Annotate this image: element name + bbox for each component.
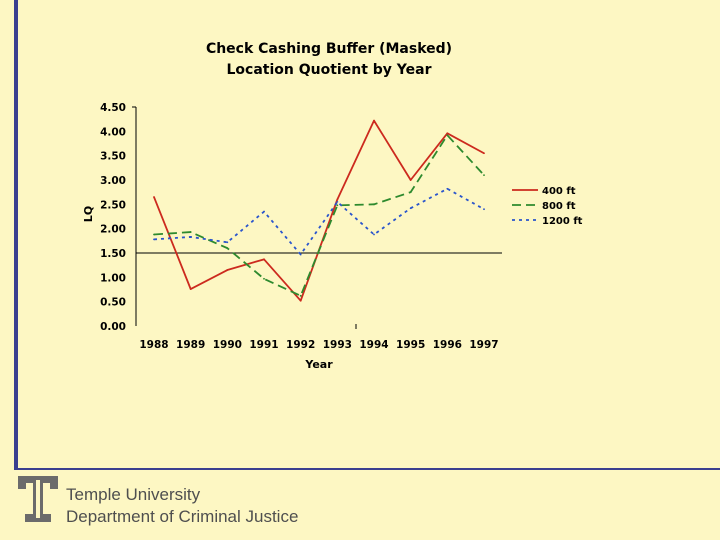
data-point [299,294,302,297]
data-point [189,288,192,290]
x-tick-label: 1996 [433,339,462,351]
y-tick-label: 2.00 [100,224,126,236]
x-tick-label: 1989 [176,339,205,351]
y-axis-title: LQ [82,206,95,222]
x-tick-label: 1988 [139,339,168,351]
data-point [409,207,412,210]
data-point [299,299,302,302]
x-tick-label: 1990 [213,339,242,351]
series-line-800-ft [153,134,485,297]
chart-title-line-1: Check Cashing Buffer (Masked) [206,41,452,57]
university-name: Temple University [66,485,201,504]
x-tick-label: 1994 [359,339,388,351]
legend-label: 800 ft [542,201,576,212]
data-point [336,201,339,203]
data-point [336,198,339,201]
x-tick-label: 1997 [469,339,498,351]
data-point [263,277,265,280]
data-point [483,152,485,155]
data-point [336,204,339,207]
data-point [226,241,229,244]
x-tick-label: 1991 [249,339,278,351]
data-point [446,134,449,137]
data-point [373,233,375,236]
legend-label: 400 ft [542,186,576,197]
data-point [153,238,155,241]
department-name: Department of Criminal Justice [66,507,299,526]
data-point [226,269,229,271]
chart-series [153,119,485,302]
y-tick-label: 2.50 [100,199,126,211]
series-line-400-ft [153,119,485,302]
footer-divider [14,468,720,470]
data-point [189,236,192,238]
data-point [263,258,265,261]
y-tick-label: 3.00 [100,175,126,187]
data-point [483,208,485,211]
y-tick-label: 3.50 [100,151,126,163]
data-point [373,203,375,206]
chart-legend: 400 ft 800 ft 1200 ft [512,186,583,227]
data-point [226,247,229,250]
data-point [373,119,375,122]
temple-t-logo-icon [18,476,58,522]
line-chart: Check Cashing Buffer (Masked) Location Q… [82,41,583,371]
data-point [483,174,485,177]
y-tick-label: 0.50 [100,297,126,309]
x-tick-label: 1993 [323,339,352,351]
y-tick-label: 1.00 [100,272,126,284]
y-tick-label: 4.00 [100,126,126,138]
y-tick-label: 1.50 [100,248,126,260]
y-tick-label: 0.00 [100,321,126,333]
chart-title-line-2: Location Quotient by Year [227,62,432,78]
data-point [189,231,192,233]
data-point [446,132,449,135]
legend-label: 1200 ft [542,216,583,227]
data-point [299,253,302,256]
y-tick-label: 4.50 [100,102,126,114]
data-point [446,187,449,190]
data-point [153,196,155,198]
x-tick-label: 1992 [286,339,315,351]
x-tick-label: 1995 [396,339,425,351]
data-point [263,210,265,213]
x-axis-title: Year [304,358,333,371]
data-point [409,191,412,194]
footer-text: Temple University Department of Criminal… [66,484,298,528]
series-line-1200-ft [153,187,485,256]
left-accent-bar [14,0,18,470]
chart-axes: 4.50 4.00 3.50 3.00 2.50 2.00 1.50 1.00 0.50 0.00… [100,102,502,351]
data-point [153,233,155,236]
data-point [409,179,412,181]
